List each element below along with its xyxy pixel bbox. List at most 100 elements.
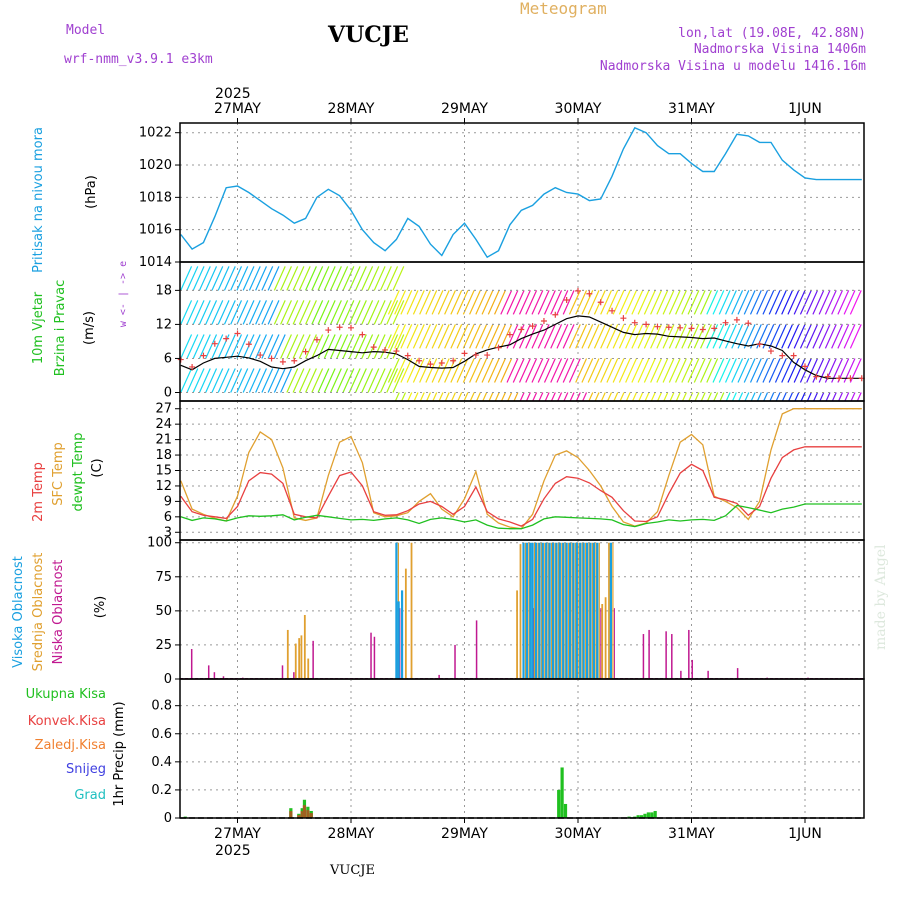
precip-conv-bar xyxy=(306,810,310,818)
wind-gust-marker xyxy=(620,315,627,322)
wind-barb xyxy=(198,334,211,359)
wind-barb xyxy=(298,300,311,325)
wind-barb xyxy=(818,324,831,349)
wind-barb xyxy=(668,358,681,383)
wind-barb xyxy=(762,290,775,315)
wind-barb xyxy=(444,358,456,383)
wind-barb xyxy=(725,392,731,401)
wind-gust-marker xyxy=(302,348,309,355)
precip-label-conv: Konvek.Kisa xyxy=(28,714,106,729)
wind-barb xyxy=(412,290,425,315)
wind-barb xyxy=(637,324,650,349)
wind-barb xyxy=(768,358,781,383)
wind-barb xyxy=(582,392,588,401)
wind-barb xyxy=(856,392,862,401)
station-elevation: Nadmorska Visina 1406m xyxy=(694,42,866,57)
wind-barb xyxy=(543,324,556,349)
wind-gust-marker xyxy=(597,299,604,306)
wind-barb xyxy=(348,300,361,325)
wind-gust-marker xyxy=(245,341,252,348)
y-tick-label: 0 xyxy=(164,672,172,687)
wind-barb xyxy=(724,324,737,349)
wind-barb xyxy=(475,324,488,349)
wind-gust-marker xyxy=(586,290,593,297)
wind-barb xyxy=(819,392,825,401)
wind-barb xyxy=(286,266,299,291)
wind-barb xyxy=(631,324,644,349)
precip-total-bar xyxy=(646,812,650,818)
wind-barb xyxy=(675,358,687,383)
wind-barb xyxy=(812,290,825,315)
wind-barb xyxy=(756,290,769,315)
top-date-label: 28MAY xyxy=(328,101,375,117)
wind-barb xyxy=(330,266,342,291)
wind-barb xyxy=(361,368,374,393)
wind-barb xyxy=(373,334,386,359)
wind-barb xyxy=(625,290,637,315)
wind-gust-marker xyxy=(665,324,672,331)
precip-label-snow: Snijeg xyxy=(66,762,106,777)
precip-total-bar xyxy=(653,810,657,818)
y-tick-label: 3 xyxy=(164,525,172,540)
wind-barb xyxy=(557,392,563,401)
y-tick-label: 12 xyxy=(155,479,172,494)
wind-gust-marker xyxy=(711,325,718,332)
panel-frame xyxy=(179,122,865,263)
wind-barb xyxy=(342,368,355,393)
wind-barb xyxy=(812,324,825,349)
wind-barb xyxy=(205,300,218,325)
wind-speed-line xyxy=(180,315,862,379)
wind-barb xyxy=(394,392,400,401)
wind-barb xyxy=(824,290,837,315)
wind-barb xyxy=(569,392,575,401)
wind-barb xyxy=(457,392,463,401)
y-tick-label: 1018 xyxy=(139,190,172,205)
watermark: made by Angel xyxy=(873,544,889,650)
wind-gust-marker xyxy=(631,319,638,326)
wind-barb xyxy=(793,290,806,315)
wind-barb xyxy=(631,358,644,383)
wind-barb xyxy=(387,358,400,383)
y-tick-label: 50 xyxy=(155,604,172,619)
precip-ylabel: 1hr Precip (mm) xyxy=(112,701,127,806)
wind-barb xyxy=(593,324,606,349)
wind-barb xyxy=(618,324,631,349)
wind-barb xyxy=(669,392,675,401)
wind-barb xyxy=(394,358,407,383)
wind-gust-marker xyxy=(416,357,423,364)
y-tick-label: 0.4 xyxy=(151,755,172,770)
wind-barb xyxy=(650,290,662,315)
wind-barb xyxy=(379,266,392,291)
wind-barb xyxy=(273,266,286,291)
wind-barb xyxy=(600,290,613,315)
model-name: wrf-nmm_v3.9.1 e3km xyxy=(64,52,213,67)
bottom-date-label: 29MAY xyxy=(441,826,488,842)
wind-barb xyxy=(336,266,349,291)
wind-barb xyxy=(844,392,850,401)
wind-barb xyxy=(488,392,494,401)
y-tick-label: 25 xyxy=(155,638,172,653)
wind-barb xyxy=(386,300,399,325)
wind-barb xyxy=(731,290,744,315)
wind-barb xyxy=(818,290,831,315)
wind-barb xyxy=(831,290,844,315)
wind-barb xyxy=(812,358,825,383)
wind-barb xyxy=(587,290,600,315)
wind-gust-marker xyxy=(688,325,695,332)
wind-barb xyxy=(419,358,431,383)
wind-barb xyxy=(373,368,386,393)
wind-barb xyxy=(537,290,550,315)
wind-barb xyxy=(568,324,581,349)
wind-ylabel: 10m Vjetar xyxy=(31,291,46,364)
wind-gust-marker xyxy=(563,297,570,304)
wind-gust-marker xyxy=(200,352,207,359)
precip-label-total: Ukupna Kisa xyxy=(26,687,106,702)
wind-barb xyxy=(180,266,193,291)
wind-barb xyxy=(519,392,525,401)
wind-barb xyxy=(824,324,837,349)
wind-barb xyxy=(706,358,719,383)
wind-barb xyxy=(255,266,268,291)
wind-barb xyxy=(544,392,550,401)
wind-barb xyxy=(267,334,280,359)
y-tick-label: 0.8 xyxy=(151,699,172,714)
